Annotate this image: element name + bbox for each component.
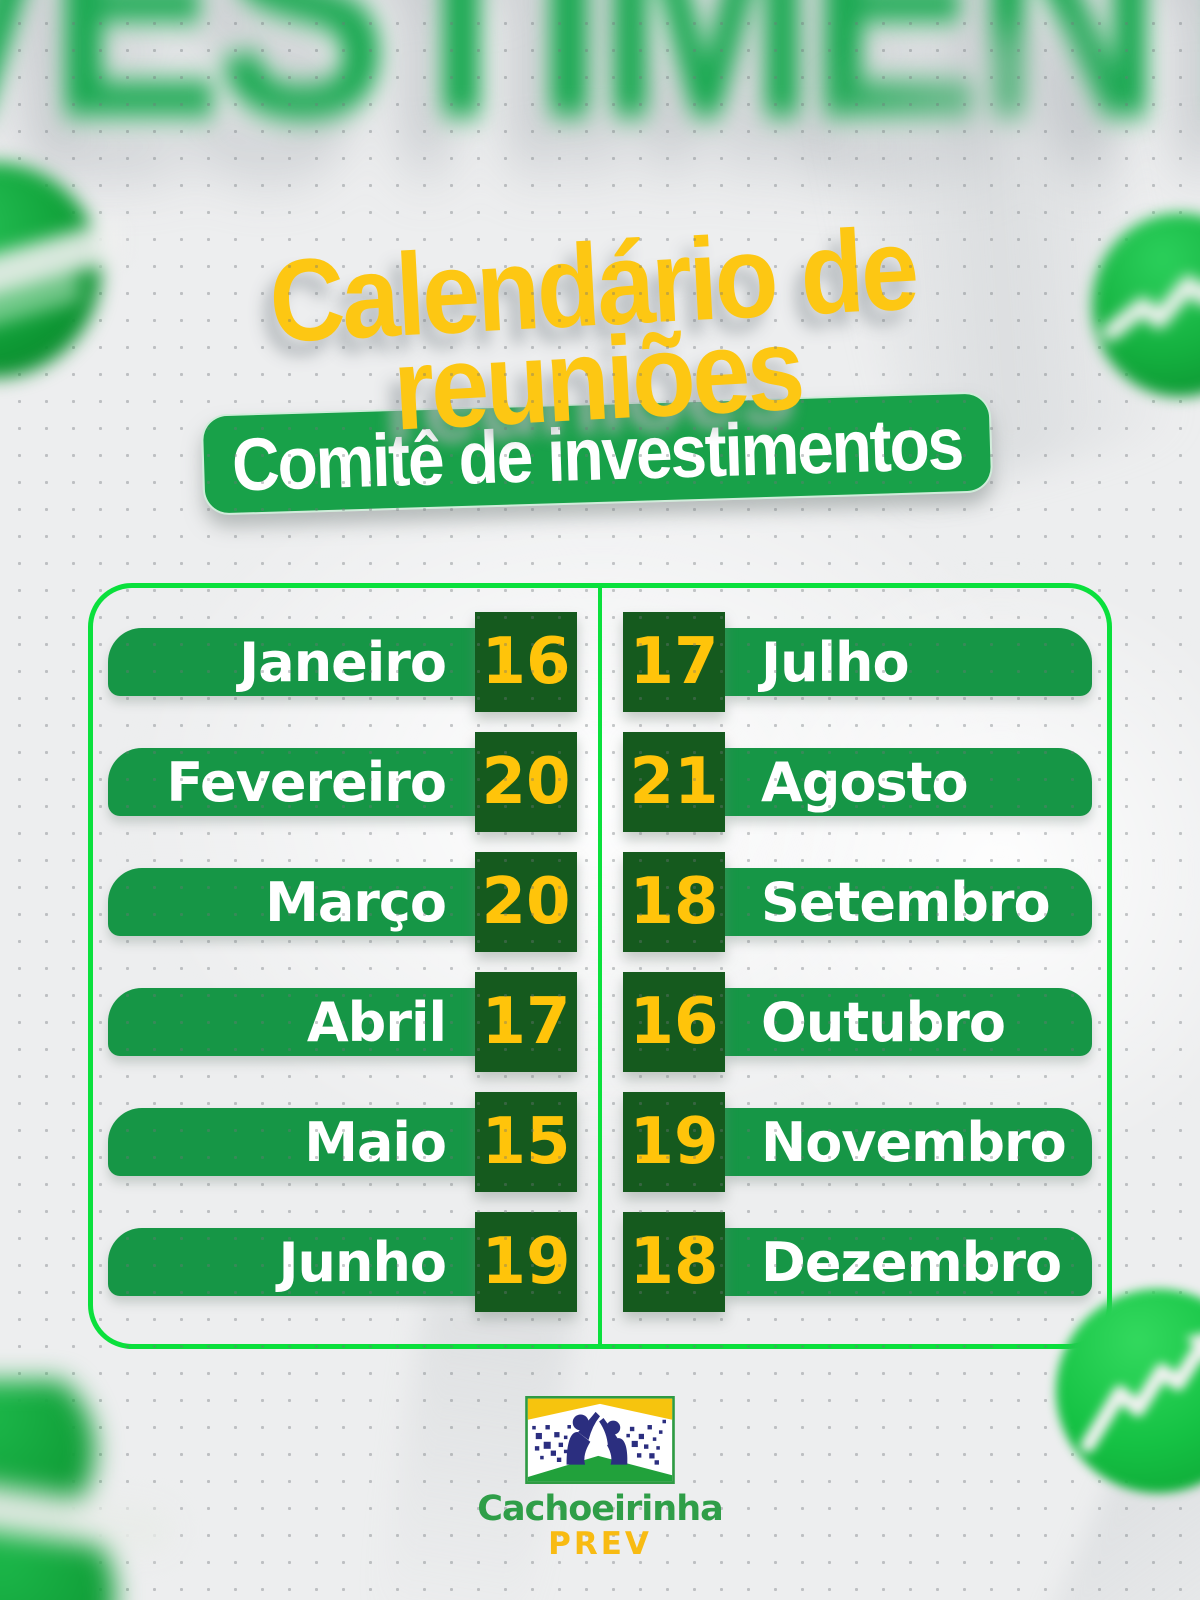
day-number: 20: [481, 865, 571, 939]
day-badge: 20: [475, 852, 577, 952]
month-label: Agosto: [761, 750, 969, 814]
calendar-row-junho: Junho 19: [93, 1212, 1107, 1312]
month-bar: Agosto: [725, 748, 1092, 816]
day-number: 16: [481, 625, 571, 699]
month-bar: Maio: [108, 1108, 482, 1176]
month-label: Dezembro: [761, 1230, 1062, 1294]
day-number: 18: [629, 865, 719, 939]
month-label: Outubro: [761, 990, 1006, 1054]
month-label: Março: [265, 870, 447, 934]
calendar-row-outubro: 16 Outubro: [93, 972, 1107, 1072]
coin-chart-icon: [1048, 1285, 1200, 1500]
day-badge: 17: [623, 612, 725, 712]
month-label: Abril: [306, 990, 447, 1054]
month-label: Janeiro: [239, 630, 447, 694]
month-bar: Setembro: [725, 868, 1092, 936]
background-word: INVESTIMENTOS: [0, 0, 1200, 186]
day-badge: 19: [623, 1092, 725, 1192]
coin-chart-icon: [1085, 210, 1200, 405]
org-suffix: PREV: [548, 1526, 652, 1562]
calendar-row-dezembro: 18 Dezembro: [93, 1212, 1107, 1312]
calendar-row-setembro: 18 Setembro: [93, 852, 1107, 952]
calendar-row-maio: Maio 15: [93, 1092, 1107, 1192]
month-label: Novembro: [761, 1110, 1067, 1174]
month-bar: Março: [108, 868, 482, 936]
day-badge: 20: [475, 732, 577, 832]
calendar-row-janeiro: Janeiro 16: [93, 612, 1107, 712]
day-number: 16: [629, 985, 719, 1059]
month-bar: Janeiro: [108, 628, 482, 696]
month-bar: Julho: [725, 628, 1092, 696]
day-number: 21: [629, 745, 719, 819]
day-number: 19: [629, 1105, 719, 1179]
calendar-table: Janeiro 16 Fevereiro 20 Março 20 Abril 1…: [88, 583, 1112, 1349]
background-word-shadow: INVESTIMENTOS: [0, 0, 1200, 236]
month-label: Julho: [761, 630, 910, 694]
month-label: Maio: [304, 1110, 447, 1174]
org-name: Cachoeirinha: [477, 1489, 723, 1529]
day-badge: 18: [623, 852, 725, 952]
calendar-row-julho: 17 Julho: [93, 612, 1107, 712]
month-bar: Fevereiro: [108, 748, 482, 816]
day-number: 17: [629, 625, 719, 699]
month-bar: Junho: [108, 1228, 482, 1296]
day-number: 17: [481, 985, 571, 1059]
calendar-row-agosto: 21 Agosto: [93, 732, 1107, 832]
month-bar: Abril: [108, 988, 482, 1056]
day-number: 20: [481, 745, 571, 819]
day-badge: 18: [623, 1212, 725, 1312]
calendar-row-novembro: 19 Novembro: [93, 1092, 1107, 1192]
day-number: 19: [481, 1225, 571, 1299]
month-label: Setembro: [761, 870, 1051, 934]
month-label: Junho: [278, 1230, 447, 1294]
coin-chart-icon: [0, 1360, 185, 1600]
footer: Cachoeirinha PREV: [0, 1396, 1200, 1560]
cachoeirinhaprev-logo: [525, 1396, 675, 1484]
day-badge: 16: [475, 612, 577, 712]
month-bar: Dezembro: [725, 1228, 1092, 1296]
day-badge: 16: [623, 972, 725, 1072]
day-badge: 19: [475, 1212, 577, 1312]
month-bar: Novembro: [725, 1108, 1092, 1176]
calendar-row-abril: Abril 17: [93, 972, 1107, 1072]
month-label: Fevereiro: [166, 750, 447, 814]
day-badge: 17: [475, 972, 577, 1072]
day-badge: 21: [623, 732, 725, 832]
table-divider: [598, 588, 602, 1344]
day-badge: 15: [475, 1092, 577, 1192]
month-bar: Outubro: [725, 988, 1092, 1056]
day-number: 15: [481, 1105, 571, 1179]
coin-chart-icon: [0, 155, 136, 390]
day-number: 18: [629, 1225, 719, 1299]
calendar-row-marco: Março 20: [93, 852, 1107, 952]
calendar-row-fevereiro: Fevereiro 20: [93, 732, 1107, 832]
